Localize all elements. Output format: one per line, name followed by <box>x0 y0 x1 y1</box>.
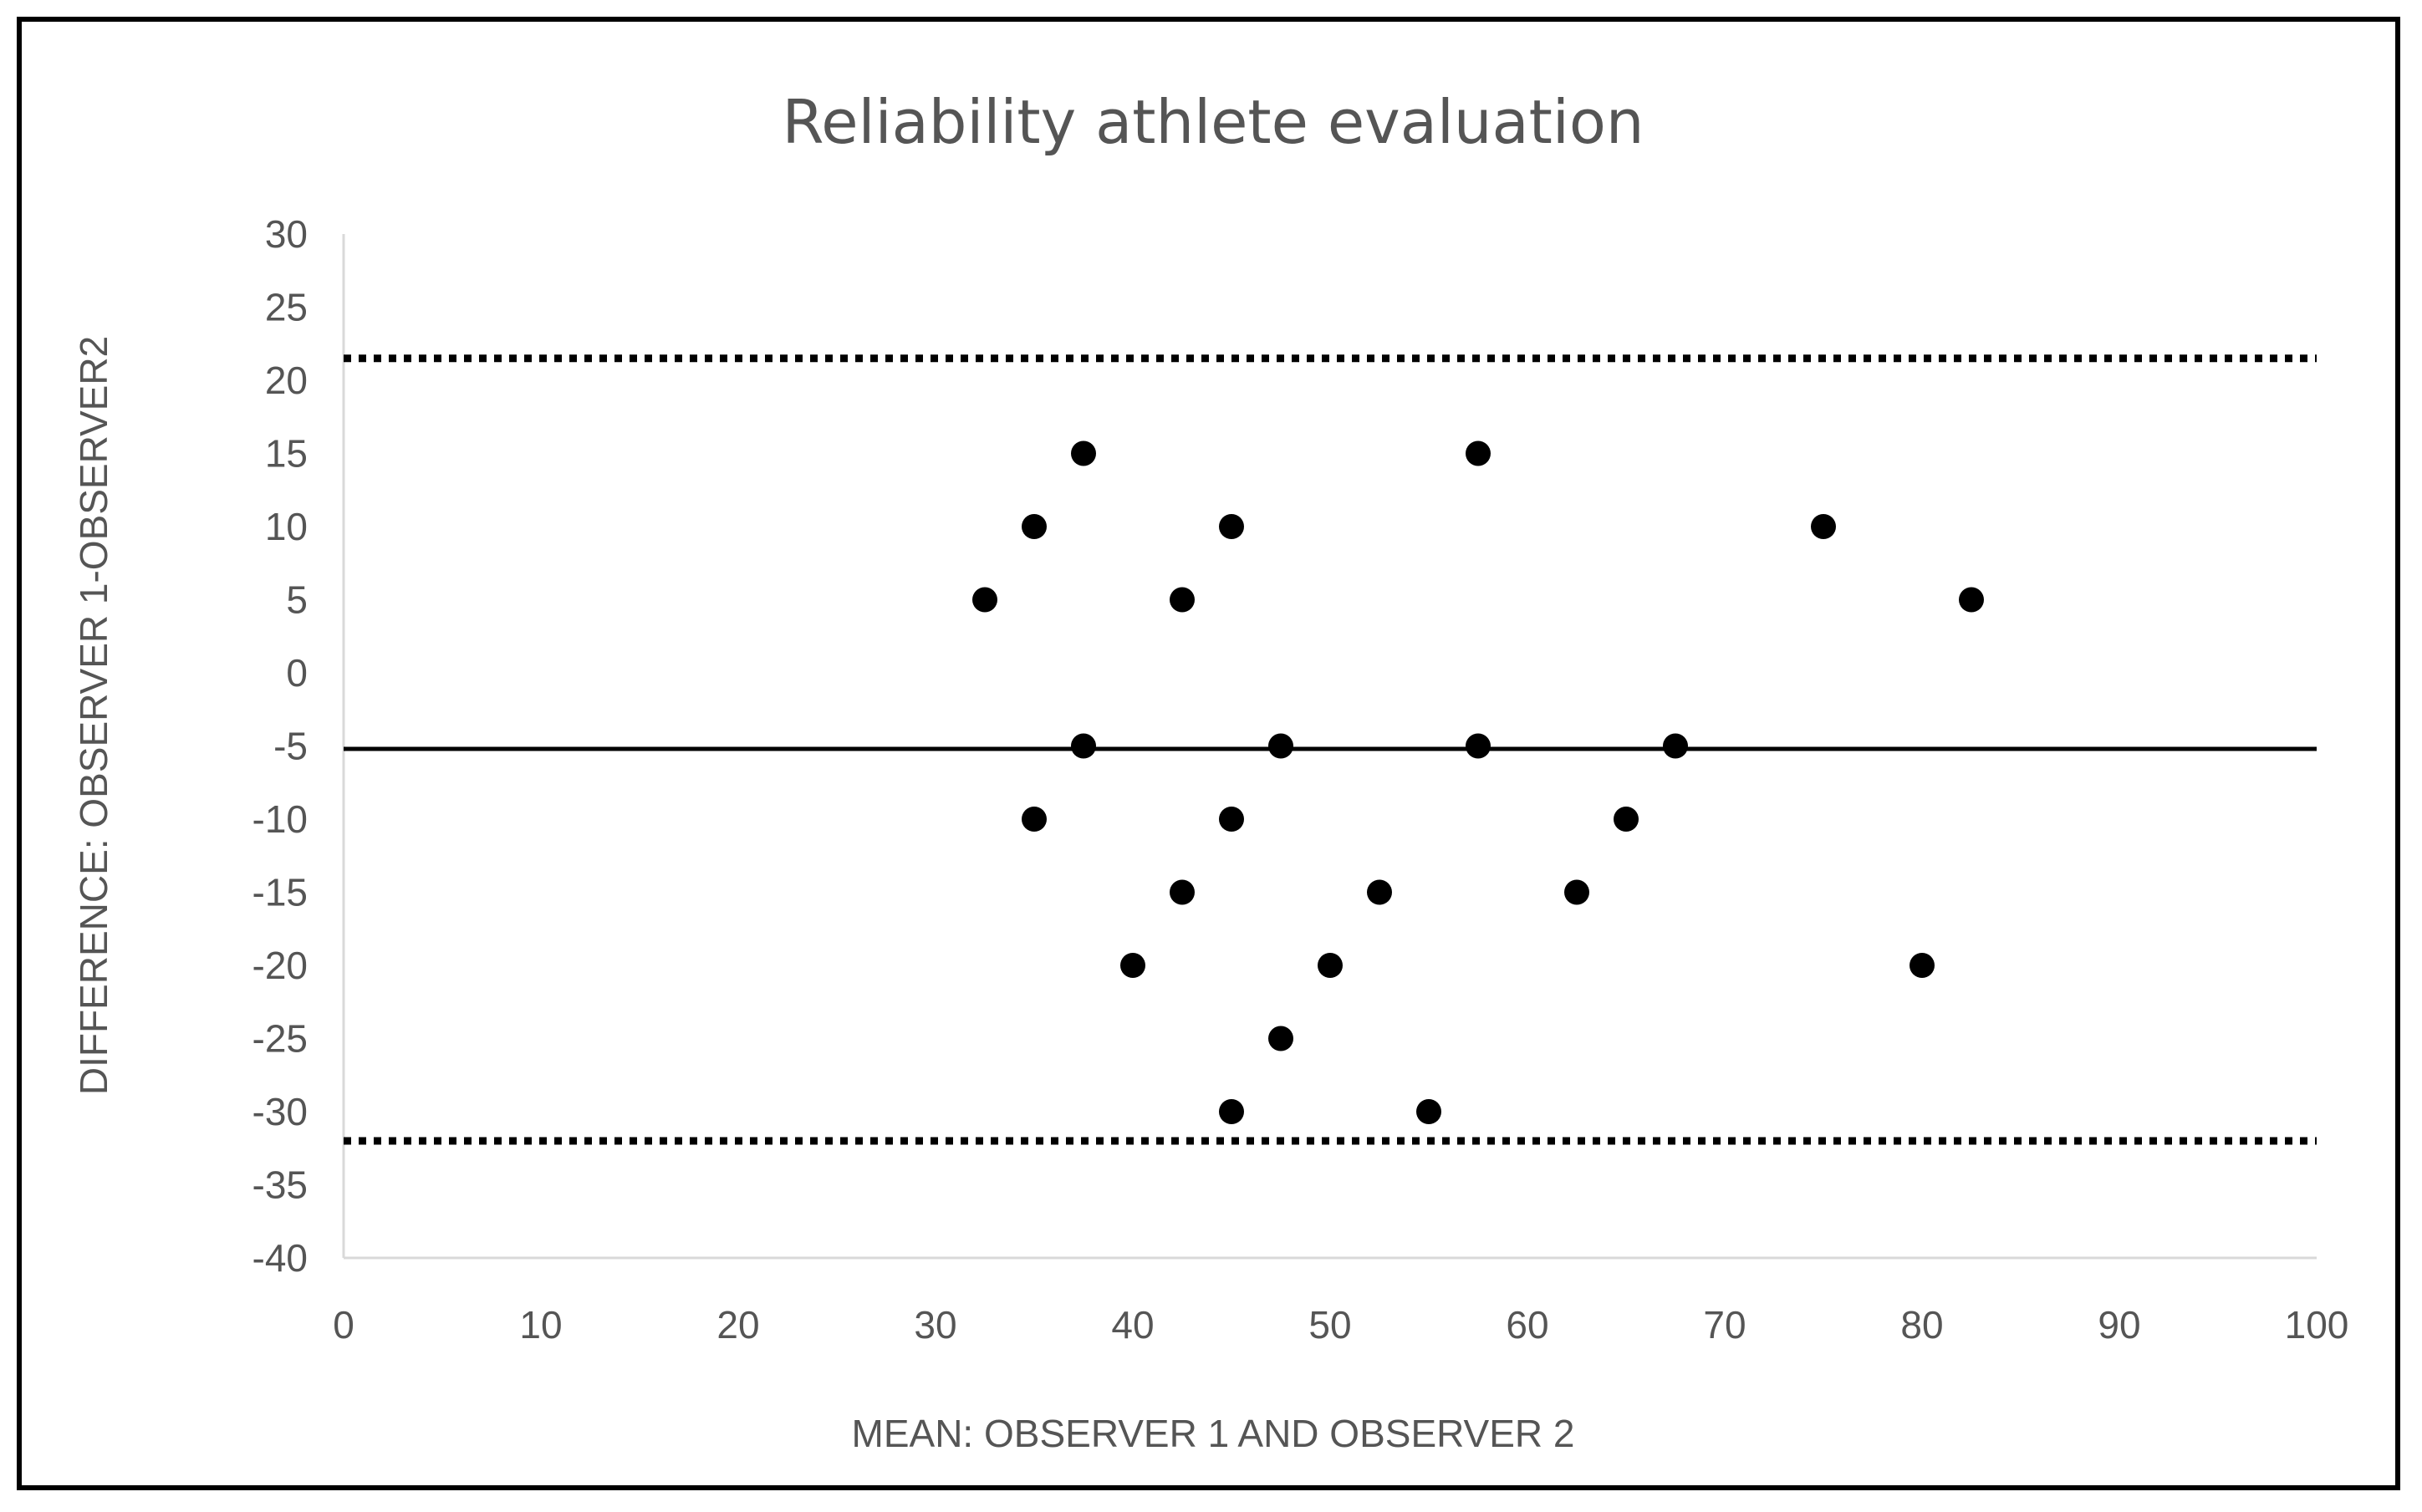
chart-title: Reliability athlete evaluation <box>782 87 1644 157</box>
y-axis-label: DIFFERENCE: OBSERVER 1-OBSERVER2 <box>72 336 115 1095</box>
y-tick-label: -15 <box>252 871 308 914</box>
x-tick-label: 80 <box>1900 1303 1943 1347</box>
data-point-10 <box>1466 733 1491 759</box>
x-axis-label: MEAN: OBSERVER 1 AND OBSERVER 2 <box>852 1412 1575 1455</box>
data-point-4 <box>1219 514 1244 539</box>
x-tick-label: 30 <box>914 1303 956 1347</box>
data-point-8 <box>1071 733 1096 759</box>
y-tick-label: -40 <box>252 1236 308 1280</box>
data-point-6 <box>1811 514 1836 539</box>
data-point-11 <box>1663 733 1688 759</box>
x-tick-label: 60 <box>1506 1303 1548 1347</box>
data-point-5 <box>1466 440 1491 466</box>
data-point-1 <box>1022 514 1047 539</box>
x-tick-labels: 0 10 20 30 40 50 60 70 80 90 100 <box>333 1303 2348 1347</box>
y-tick-label: -20 <box>252 944 308 987</box>
data-point-12 <box>1022 807 1047 832</box>
x-tick-label: 70 <box>1703 1303 1746 1347</box>
x-tick-label: 0 <box>333 1303 354 1347</box>
y-tick-label: -35 <box>252 1163 308 1207</box>
data-point-20 <box>1910 953 1935 978</box>
x-tick-label: 20 <box>716 1303 759 1347</box>
data-point-9 <box>1268 733 1293 759</box>
data-point-19 <box>1318 953 1343 978</box>
data-point-0 <box>972 587 997 613</box>
data-point-15 <box>1170 879 1195 905</box>
x-tick-label: 100 <box>2285 1303 2349 1347</box>
data-point-14 <box>1614 807 1639 832</box>
data-point-2 <box>1071 440 1096 466</box>
data-point-23 <box>1416 1099 1441 1124</box>
data-point-22 <box>1219 1099 1244 1124</box>
data-point-17 <box>1564 879 1589 905</box>
y-tick-label: 30 <box>265 212 308 256</box>
data-point-3 <box>1170 587 1195 613</box>
x-tick-label: 50 <box>1308 1303 1351 1347</box>
y-tick-label: -5 <box>273 725 308 768</box>
data-point-7 <box>1959 587 1984 613</box>
y-tick-label: 10 <box>265 505 308 548</box>
y-tick-label: -30 <box>252 1090 308 1133</box>
reference-lines <box>344 354 2317 1145</box>
chart-frame: Reliability athlete evaluation 0 10 20 30 40… <box>17 17 2400 1490</box>
x-tick-label: 90 <box>2098 1303 2140 1347</box>
y-tick-label: 20 <box>265 359 308 402</box>
y-tick-label: 15 <box>265 432 308 476</box>
y-tick-label: -25 <box>252 1017 308 1061</box>
y-tick-labels: 30 25 20 15 10 5 0 -5 -10 -15 -20 -25 -30 -35 -40 <box>252 212 308 1280</box>
data-point-18 <box>1120 953 1145 978</box>
data-point-16 <box>1367 879 1392 905</box>
data-point-21 <box>1268 1026 1293 1051</box>
x-tick-label: 40 <box>1111 1303 1154 1347</box>
chart-svg: Reliability athlete evaluation 0 10 20 30 40… <box>72 87 2348 1455</box>
y-tick-label: 5 <box>286 578 308 622</box>
y-tick-label: 25 <box>265 286 308 329</box>
y-tick-label: 0 <box>286 651 308 695</box>
data-point-13 <box>1219 807 1244 832</box>
data-points <box>972 440 1984 1124</box>
x-tick-label: 10 <box>519 1303 562 1347</box>
axes <box>342 234 2317 1260</box>
y-tick-label: -10 <box>252 797 308 841</box>
